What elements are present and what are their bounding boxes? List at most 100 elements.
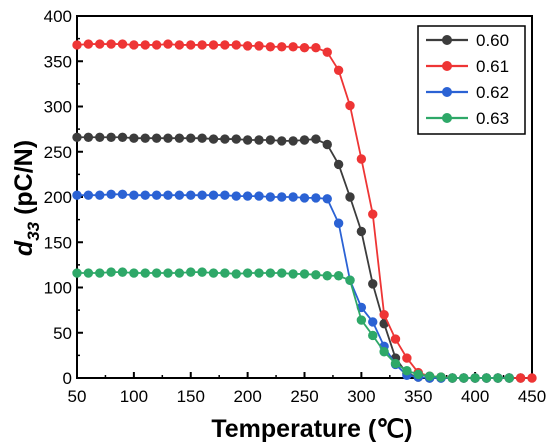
data-point [356, 226, 367, 237]
y-tick-label: 150 [44, 233, 72, 252]
data-point [220, 268, 230, 278]
data-point [356, 315, 367, 325]
data-point [95, 190, 105, 200]
data-point [368, 279, 378, 289]
data-point [254, 191, 264, 201]
data-point [345, 192, 355, 202]
data-point [322, 139, 332, 150]
legend-item: 0.62 [426, 83, 509, 102]
data-point [72, 132, 82, 142]
data-point [151, 268, 162, 278]
y-axis-title-symbol: d [10, 240, 38, 256]
data-point [220, 134, 230, 144]
data-point [322, 47, 332, 57]
data-point [220, 40, 230, 50]
data-point [470, 373, 480, 383]
data-point [186, 190, 196, 200]
data-point [527, 373, 537, 383]
legend-item: 0.61 [426, 57, 509, 76]
data-point [95, 39, 105, 49]
legend-box [417, 25, 526, 135]
y-axis-title: d33 (pC/N) [10, 140, 43, 256]
x-tick-label: 450 [518, 387, 546, 406]
data-point [322, 271, 332, 281]
y-tick-label: 50 [53, 324, 72, 343]
data-point [140, 133, 150, 143]
data-point [288, 42, 298, 52]
data-point [197, 190, 207, 200]
data-point [72, 190, 82, 200]
axes: 50 100 150 200 250 300 350 400 45005010015020025… [44, 7, 547, 406]
x-tick-label: 400 [461, 387, 489, 406]
data-point [106, 39, 116, 49]
data-point [288, 136, 298, 146]
data-point [129, 190, 139, 200]
legend-swatch-marker [442, 113, 452, 123]
y-tick-label: 200 [44, 188, 72, 207]
data-point [140, 40, 150, 50]
data-point [95, 132, 105, 142]
data-point [311, 134, 321, 144]
data-point [72, 40, 82, 50]
data-point [368, 209, 378, 219]
x-tick-label: 150 [177, 387, 205, 406]
y-axis-title-subscript: 33 [24, 221, 43, 240]
data-point [333, 271, 344, 281]
data-point [197, 40, 207, 50]
data-point [83, 268, 94, 278]
data-point [117, 132, 128, 142]
data-point [265, 192, 276, 202]
data-point [265, 42, 276, 52]
data-point [356, 154, 367, 164]
data-point [129, 268, 139, 278]
legend-label: 0.62 [476, 83, 509, 102]
data-point [299, 269, 310, 279]
legend-label: 0.60 [476, 31, 509, 50]
series-line [77, 271, 510, 379]
x-tick-label: 300 [347, 387, 375, 406]
data-point [493, 373, 503, 383]
legend-swatch-marker [442, 35, 452, 45]
data-point [390, 358, 401, 369]
data-point [186, 133, 196, 143]
data-point [186, 267, 196, 277]
data-point [208, 268, 219, 278]
data-point [277, 136, 287, 146]
data-point [368, 317, 378, 327]
data-point [322, 194, 332, 204]
data-point [368, 330, 378, 341]
data-point [333, 159, 344, 170]
data-point [106, 132, 116, 142]
data-point [459, 373, 469, 383]
data-point [129, 40, 139, 50]
data-point [117, 189, 128, 199]
data-point [254, 41, 264, 51]
data-point [151, 190, 162, 200]
legend-item: 0.60 [426, 31, 509, 50]
data-point [117, 39, 128, 49]
data-point [504, 373, 514, 383]
data-point [163, 190, 173, 200]
data-point [208, 190, 219, 200]
data-point [151, 133, 162, 143]
data-point [140, 190, 150, 200]
data-point [197, 267, 207, 277]
data-point [129, 133, 139, 143]
data-point [242, 41, 253, 51]
data-point [220, 190, 230, 200]
data-point [83, 132, 94, 142]
y-tick-label: 300 [44, 98, 72, 117]
data-point [333, 65, 344, 76]
data-point [265, 268, 276, 278]
x-tick-label: 350 [404, 387, 432, 406]
data-point [140, 268, 150, 278]
data-point [174, 268, 185, 278]
data-point [163, 39, 173, 49]
data-point [163, 268, 173, 278]
series-line [77, 193, 510, 379]
data-point [333, 218, 344, 228]
data-point [242, 191, 253, 201]
y-tick-label: 100 [44, 279, 72, 298]
legend-label: 0.61 [476, 57, 509, 76]
data-point [242, 135, 253, 145]
